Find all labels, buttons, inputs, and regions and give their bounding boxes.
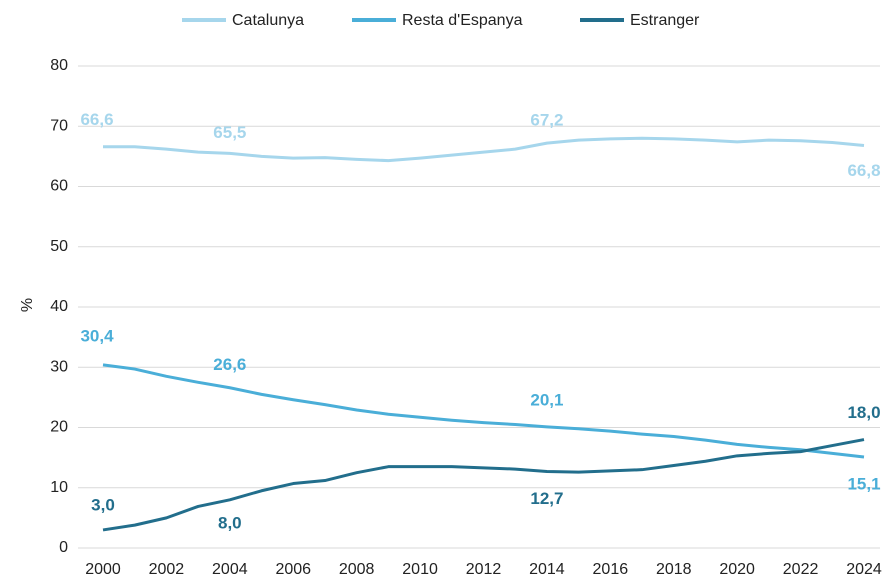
x-tick-label: 2012	[466, 561, 502, 578]
data-label: 66,6	[80, 110, 113, 129]
y-tick-label: 40	[50, 298, 68, 315]
data-label: 30,4	[80, 326, 114, 345]
x-tick-label: 2024	[846, 561, 882, 578]
x-tick-label: 2008	[339, 561, 375, 578]
data-label: 26,6	[213, 355, 246, 374]
legend-label: Resta d'Espanya	[402, 12, 523, 29]
y-tick-label: 70	[50, 117, 68, 134]
y-tick-label: 10	[50, 479, 68, 496]
legend-label: Estranger	[630, 12, 700, 29]
legend-label: Catalunya	[232, 12, 304, 29]
x-tick-label: 2018	[656, 561, 692, 578]
y-tick-label: 0	[59, 539, 68, 556]
x-tick-label: 2006	[275, 561, 311, 578]
data-label: 8,0	[218, 513, 242, 532]
data-label: 18,0	[847, 403, 880, 422]
data-label: 12,7	[530, 489, 563, 508]
series-line	[102, 438, 865, 532]
x-tick-label: 2002	[149, 561, 185, 578]
x-tick-label: 2010	[402, 561, 438, 578]
x-tick-label: 2014	[529, 561, 565, 578]
x-tick-label: 2004	[212, 561, 248, 578]
y-tick-label: 60	[50, 178, 68, 195]
x-tick-label: 2022	[783, 561, 819, 578]
data-label: 20,1	[530, 390, 563, 409]
x-tick-label: 2000	[85, 561, 121, 578]
x-tick-label: 2020	[719, 561, 755, 578]
data-label: 67,2	[530, 111, 563, 130]
data-label: 15,1	[847, 475, 880, 494]
y-tick-label: 20	[50, 419, 68, 436]
y-tick-label: 30	[50, 358, 68, 375]
series-line	[103, 136, 865, 163]
data-label: 66,8	[847, 161, 880, 180]
y-tick-label: 50	[50, 238, 68, 255]
series-line	[102, 363, 865, 459]
data-label: 3,0	[91, 495, 115, 514]
y-tick-label: 80	[50, 57, 68, 74]
data-label: 65,5	[213, 123, 246, 142]
x-tick-label: 2016	[593, 561, 629, 578]
y-axis-title: %	[19, 298, 36, 312]
